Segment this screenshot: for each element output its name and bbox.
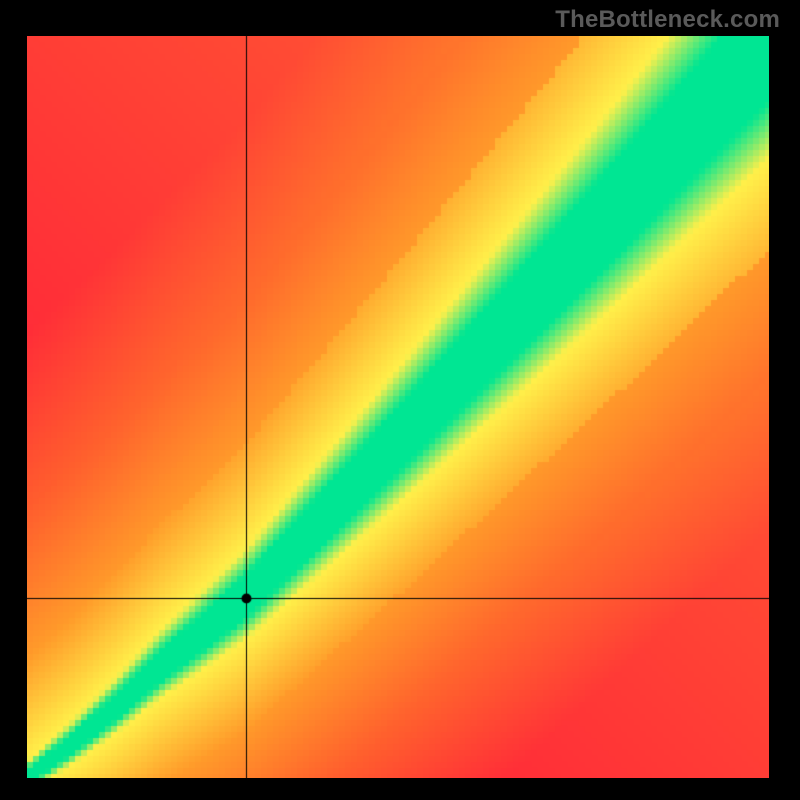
- watermark-text: TheBottleneck.com: [555, 6, 780, 34]
- bottleneck-heatmap: [27, 36, 769, 778]
- chart-container: TheBottleneck.com: [0, 0, 800, 800]
